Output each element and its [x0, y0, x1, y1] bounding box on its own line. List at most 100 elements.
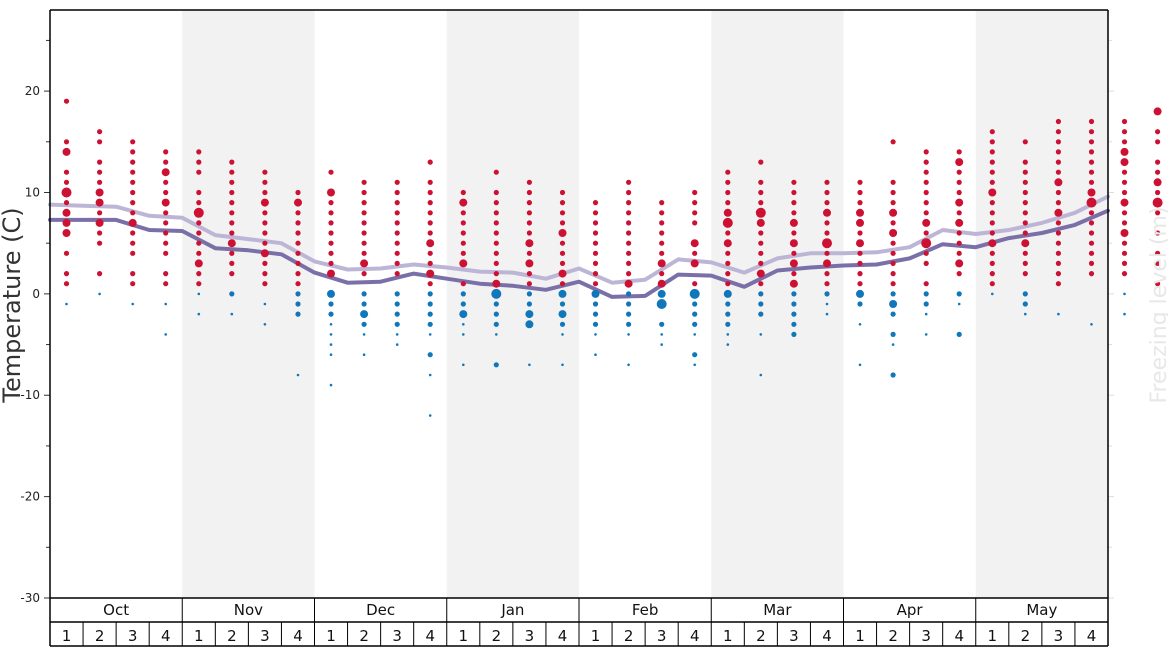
cold-temperature-point — [657, 289, 666, 298]
cold-temperature-point — [890, 291, 896, 297]
warm-temperature-point — [227, 239, 236, 248]
warm-temperature-point — [97, 129, 103, 135]
warm-temperature-point — [1022, 200, 1028, 206]
warm-temperature-point — [193, 207, 204, 218]
freezing-level-lines — [48, 194, 1110, 299]
warm-temperature-point — [394, 260, 400, 266]
week-label: 2 — [624, 627, 634, 645]
warm-temperature-point — [1155, 281, 1161, 287]
warm-temperature-point — [1022, 230, 1028, 236]
cold-temperature-point — [758, 301, 764, 307]
month-shade-mar — [711, 10, 844, 598]
warm-temperature-point — [95, 188, 104, 197]
cold-temperature-point — [1024, 312, 1027, 316]
cold-temperature-point — [592, 321, 599, 327]
warm-temperature-point — [262, 220, 268, 226]
cold-temperature-point — [427, 321, 433, 327]
cold-temperature-point — [197, 292, 201, 296]
y-axis: 20 10 0 -10 -20 -30 — [20, 84, 40, 605]
cold-temperature-point — [725, 311, 731, 317]
cold-temperature-point — [263, 323, 267, 326]
warm-temperature-point — [889, 208, 898, 217]
warm-temperature-point — [692, 281, 698, 287]
warm-temperature-point — [923, 250, 929, 256]
warm-temperature-point — [1022, 271, 1028, 277]
cold-temperature-point — [825, 302, 829, 306]
cold-temperature-point — [561, 363, 564, 367]
warm-temperature-point — [758, 230, 764, 236]
cold-temperature-point — [460, 291, 466, 297]
cold-temperature-point — [493, 362, 499, 368]
warm-temperature-point — [592, 260, 599, 266]
week-label: 2 — [492, 627, 502, 645]
warm-temperature-point — [989, 179, 995, 185]
warm-temperature-point — [1121, 189, 1128, 196]
warm-temperature-point — [692, 250, 698, 256]
warm-temperature-point — [955, 158, 964, 167]
warm-temperature-point — [427, 260, 433, 266]
warm-temperature-point — [1055, 169, 1061, 175]
warm-temperature-point — [128, 218, 137, 227]
warm-temperature-point — [756, 218, 765, 227]
cold-temperature-point — [956, 291, 962, 297]
warm-temperature-point — [758, 159, 764, 165]
cold-temperature-point — [460, 301, 466, 307]
warm-temperature-point — [1022, 250, 1028, 256]
warm-temperature-point — [1155, 129, 1161, 135]
week-label: 3 — [1054, 627, 1064, 645]
warm-temperature-point — [890, 281, 896, 287]
warm-temperature-point — [130, 210, 136, 216]
warm-temperature-point — [196, 240, 202, 246]
cold-temperature-point — [558, 310, 567, 319]
warm-temperature-point — [856, 218, 864, 227]
warm-temperature-point — [755, 207, 766, 218]
week-label: 1 — [194, 627, 204, 645]
cold-temperature-point — [327, 289, 335, 298]
warm-temperature-point — [361, 240, 367, 246]
warm-temperature-point — [62, 229, 71, 237]
warm-temperature-point — [493, 250, 499, 256]
warm-temperature-point — [1088, 118, 1095, 125]
warm-temperature-point — [460, 250, 466, 256]
warm-temperature-point — [493, 230, 499, 236]
cold-temperature-point — [659, 321, 665, 327]
cold-temperature-point — [791, 331, 797, 337]
cold-temperature-point — [858, 363, 862, 367]
cold-temperature-point — [725, 321, 731, 327]
warm-temperature-point — [956, 210, 962, 216]
warm-temperature-point — [1121, 240, 1128, 246]
cold-temperature-point — [495, 333, 498, 336]
warm-temperature-point — [659, 230, 665, 236]
week-label: 4 — [1087, 627, 1097, 645]
week-label: 1 — [988, 627, 998, 645]
warm-temperature-point — [626, 260, 632, 266]
week-label: 4 — [954, 627, 964, 645]
y-tick-label: -20 — [20, 490, 40, 504]
week-label: 4 — [161, 627, 171, 645]
cold-temperature-point — [360, 310, 369, 319]
warm-temperature-point — [1155, 260, 1161, 266]
warm-temperature-point — [163, 159, 169, 165]
warm-temperature-point — [989, 149, 995, 155]
warm-temperature-point — [1155, 189, 1161, 196]
warm-temperature-point — [526, 210, 533, 216]
warm-temperature-point — [161, 168, 170, 177]
warm-temperature-point — [262, 230, 268, 236]
month-label-may: May — [1026, 601, 1057, 619]
warm-temperature-point — [725, 260, 731, 266]
week-label: 1 — [326, 627, 336, 645]
warm-temperature-point — [63, 281, 70, 287]
warm-temperature-point — [196, 149, 202, 155]
warm-temperature-point — [559, 250, 566, 256]
cold-temperature-point — [525, 310, 534, 319]
warm-temperature-point — [791, 189, 797, 196]
week-label: 1 — [723, 627, 733, 645]
warm-temperature-point — [558, 229, 567, 237]
warm-temperature-point — [394, 250, 400, 256]
month-label-feb: Feb — [632, 601, 659, 619]
warm-temperature-point — [921, 238, 932, 249]
cold-temperature-point — [726, 343, 730, 346]
warm-temperature-point — [97, 139, 103, 145]
month-label-apr: Apr — [897, 601, 924, 619]
warm-temperature-point — [63, 169, 70, 175]
